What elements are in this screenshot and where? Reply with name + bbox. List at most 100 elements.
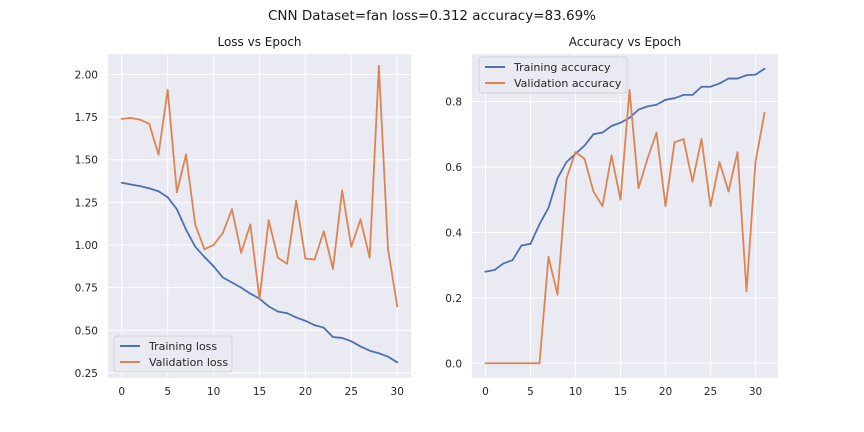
- y-tick-label: 2.00: [75, 69, 98, 81]
- data-point: [754, 161, 757, 163]
- data-point: [619, 121, 622, 124]
- chart-title: Accuracy vs Epoch: [569, 35, 682, 49]
- data-point: [673, 141, 676, 144]
- data-point: [628, 116, 631, 119]
- data-point: [493, 269, 496, 271]
- plot-area: [472, 54, 778, 378]
- data-point: [332, 267, 334, 270]
- data-point: [350, 245, 353, 248]
- data-point: [664, 98, 667, 101]
- data-point: [574, 151, 577, 154]
- legend-label: Training accuracy: [513, 61, 611, 74]
- legend-frame: [113, 335, 233, 373]
- data-point: [745, 74, 748, 77]
- data-point: [556, 293, 559, 296]
- data-point: [175, 208, 178, 211]
- series-line: [484, 89, 766, 365]
- data-point: [529, 242, 532, 245]
- x-tick-label: 10: [569, 386, 582, 398]
- data-point: [529, 362, 532, 365]
- y-tick-label: 0.25: [75, 368, 98, 380]
- data-point: [240, 286, 243, 289]
- data-point: [547, 206, 550, 209]
- data-point: [304, 257, 307, 260]
- data-point: [286, 262, 288, 265]
- data-point: [727, 77, 730, 80]
- data-point: [267, 305, 270, 308]
- data-point: [157, 190, 160, 193]
- data-point: [313, 324, 316, 327]
- data-point: [295, 316, 298, 319]
- x-tick-label: 30: [391, 386, 404, 398]
- data-point: [120, 181, 123, 184]
- data-point: [745, 290, 748, 293]
- data-point: [691, 94, 694, 96]
- data-point: [592, 190, 595, 193]
- data-point: [556, 177, 559, 180]
- y-tick-label: 0.2: [445, 293, 462, 305]
- data-point: [231, 281, 233, 284]
- data-point: [754, 73, 757, 76]
- data-point: [673, 97, 676, 100]
- x-tick-label: 0: [482, 386, 489, 398]
- x-tick-label: 15: [614, 386, 627, 398]
- data-point: [709, 85, 712, 88]
- data-point: [166, 196, 169, 199]
- data-point: [148, 123, 151, 125]
- data-point: [484, 362, 487, 365]
- accuracy-chart: 0 5 10 15 20 25 30 0.0 0.2 0.4 0.6 0.8 Accuracy vs E…: [445, 35, 778, 398]
- data-point: [628, 89, 631, 91]
- x-tick-label: 25: [345, 386, 358, 398]
- data-point: [212, 265, 215, 268]
- data-point: [736, 151, 739, 154]
- y-tick-label: 1.00: [75, 240, 98, 252]
- data-point: [148, 187, 151, 190]
- data-point: [619, 198, 622, 201]
- data-point: [231, 208, 233, 211]
- data-point: [203, 248, 206, 251]
- data-point: [763, 67, 766, 70]
- data-point: [368, 256, 371, 259]
- y-tick-label: 0.50: [75, 325, 98, 337]
- data-point: [520, 244, 523, 247]
- data-point: [377, 65, 380, 67]
- data-point: [203, 256, 206, 258]
- data-point: [610, 125, 613, 127]
- data-point: [718, 161, 721, 163]
- data-point: [763, 112, 766, 114]
- data-point: [341, 337, 344, 339]
- data-point: [212, 244, 215, 246]
- data-point: [267, 219, 270, 222]
- data-point: [240, 251, 243, 254]
- data-point: [120, 117, 123, 120]
- legend: Training accuracy Validation accuracy: [478, 56, 628, 94]
- data-point: [682, 94, 685, 96]
- data-point: [502, 262, 505, 265]
- legend-label: Training loss: [148, 340, 217, 353]
- data-point: [130, 117, 132, 119]
- y-tick-label: 0.4: [445, 227, 462, 239]
- data-point: [493, 362, 496, 365]
- data-point: [276, 310, 279, 313]
- data-point: [502, 362, 505, 365]
- data-point: [520, 362, 523, 365]
- data-point: [727, 190, 730, 193]
- data-point: [396, 305, 399, 308]
- x-tick-label: 5: [164, 386, 171, 398]
- data-point: [655, 131, 658, 134]
- data-point: [387, 248, 389, 251]
- x-tick-label: 30: [749, 386, 762, 398]
- data-point: [166, 88, 169, 91]
- data-point: [664, 205, 667, 208]
- data-point: [322, 230, 325, 233]
- data-point: [249, 292, 252, 295]
- chart-title: Loss vs Epoch: [217, 35, 301, 49]
- data-point: [350, 340, 353, 343]
- data-point: [691, 180, 694, 183]
- data-point: [194, 245, 197, 248]
- data-point: [709, 205, 712, 208]
- data-point: [601, 205, 604, 208]
- data-point: [583, 144, 586, 147]
- x-tick-label: 5: [527, 386, 534, 398]
